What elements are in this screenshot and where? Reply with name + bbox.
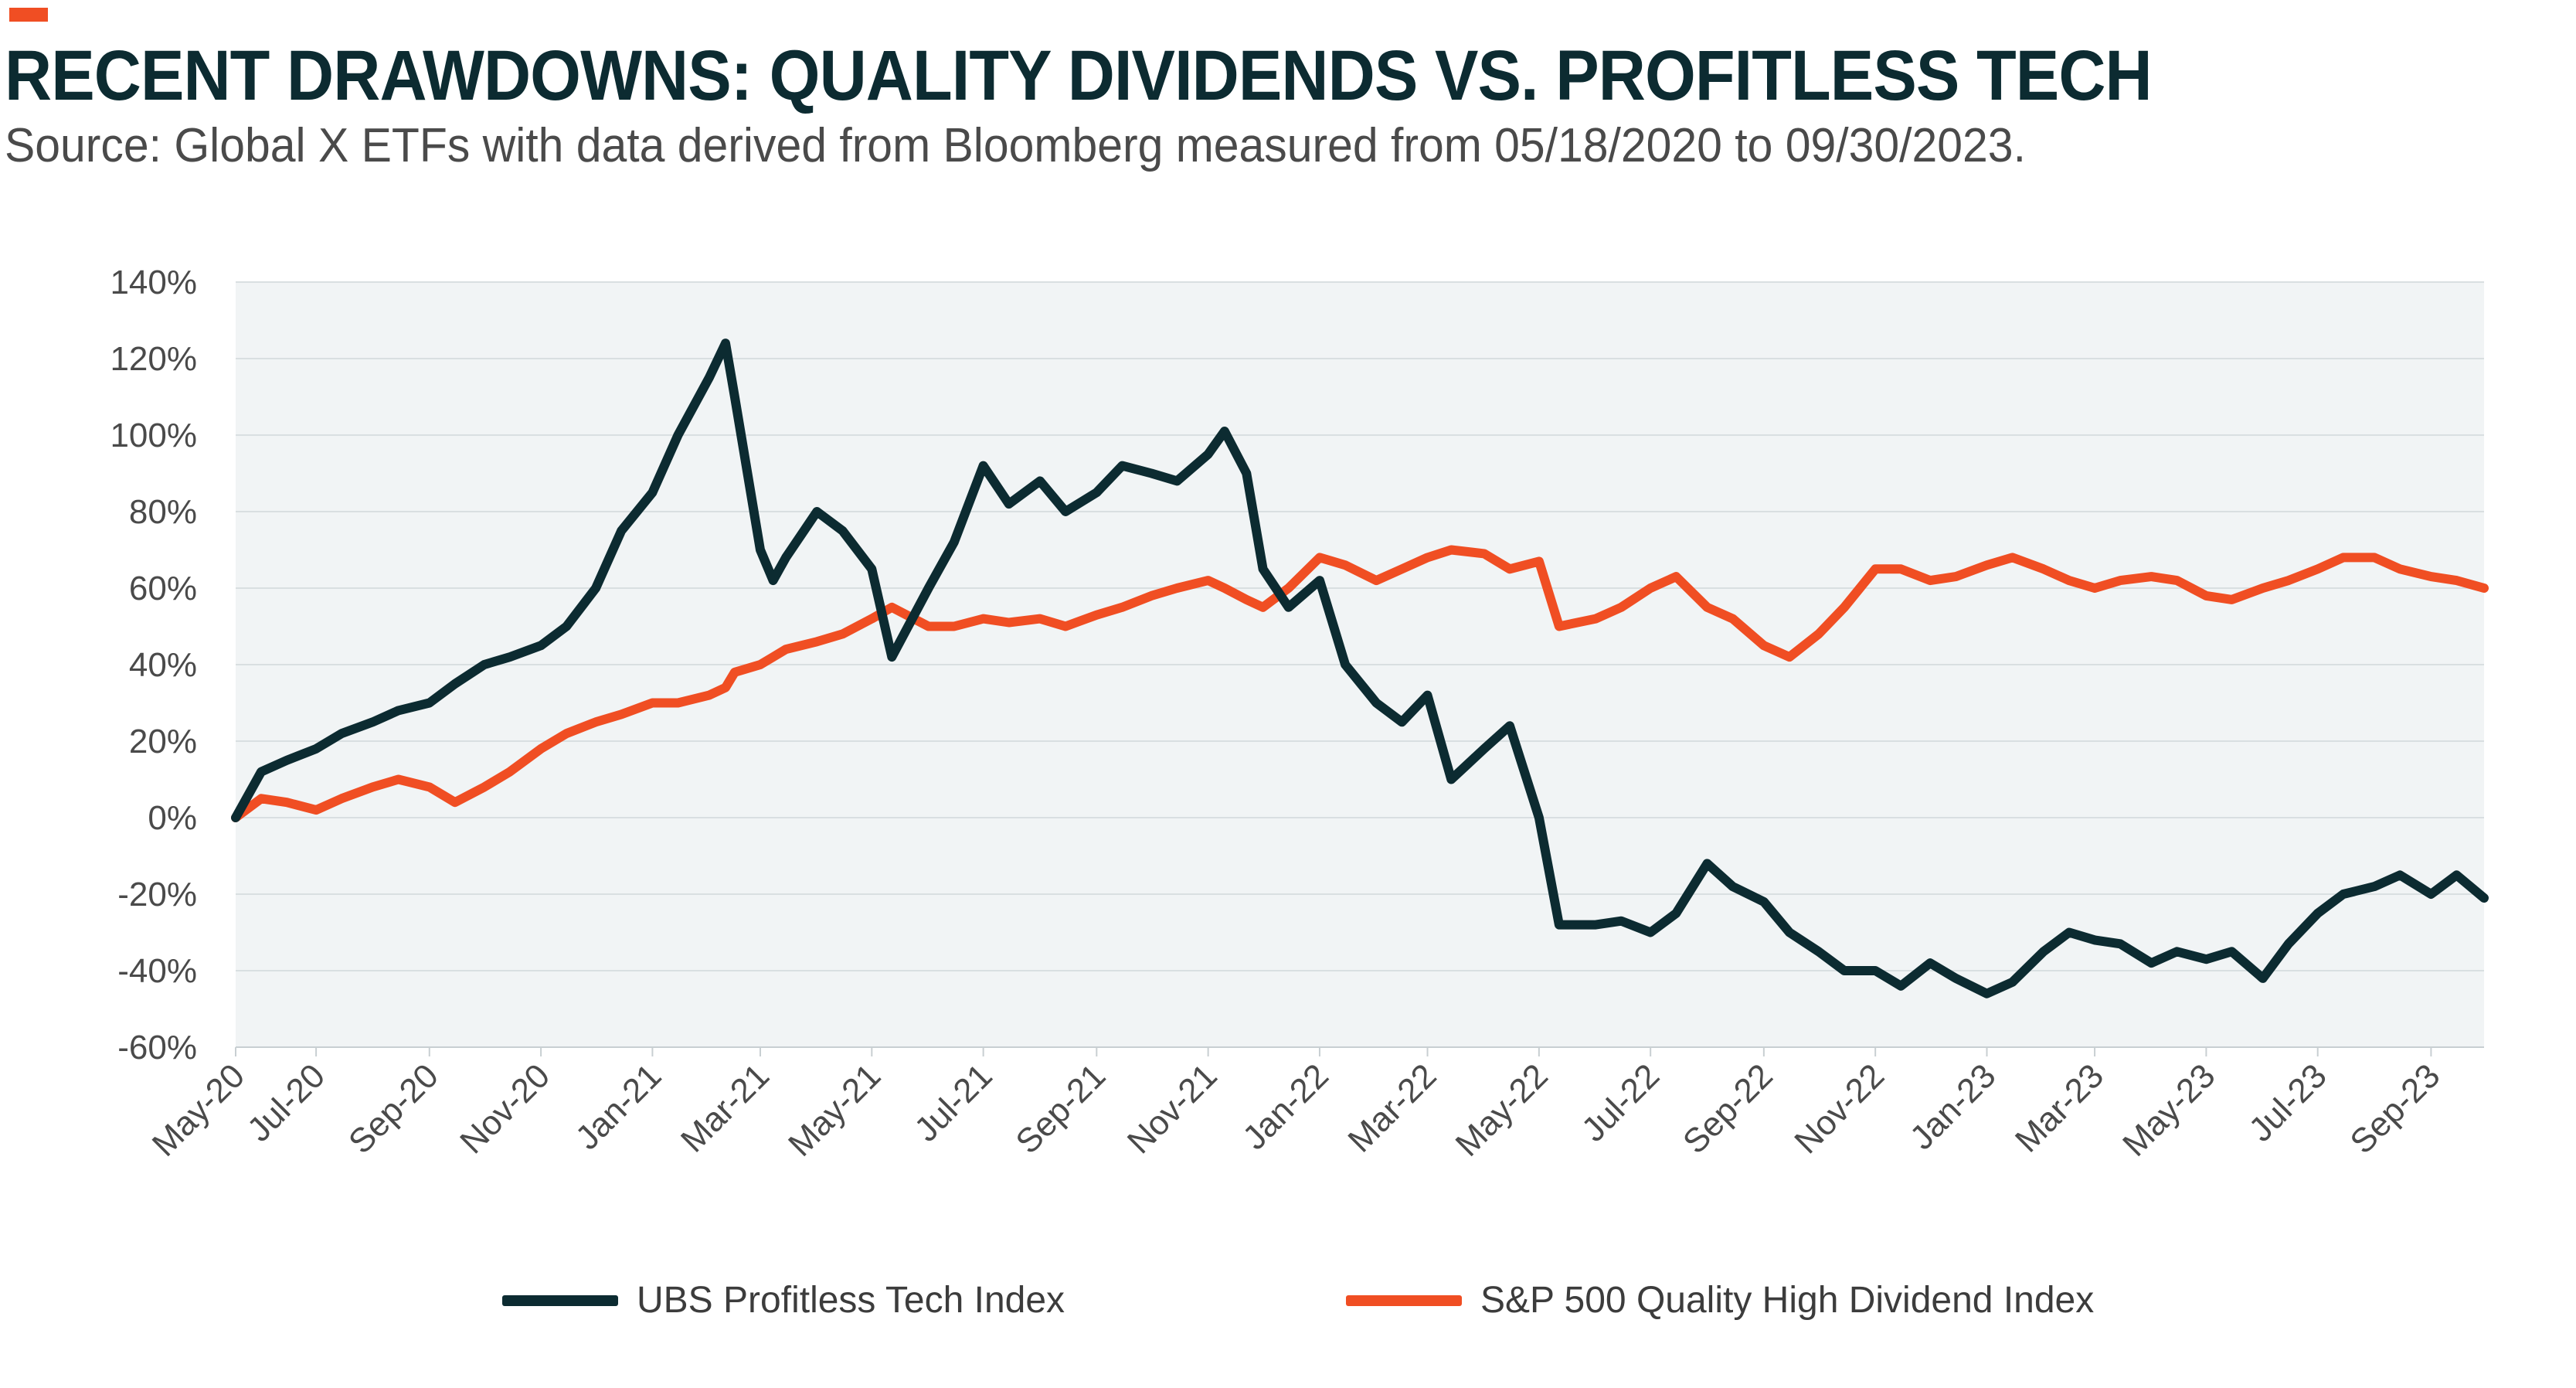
y-tick-label: 80%: [129, 493, 197, 531]
x-tick-label: Jul-21: [907, 1056, 999, 1148]
legend-item-dividend: S&P 500 Quality High Dividend Index: [1346, 1279, 2094, 1322]
x-tick-label: Jan-21: [569, 1056, 669, 1157]
legend-swatch-tech: [502, 1294, 618, 1306]
x-tick-label: Jan-22: [1235, 1056, 1336, 1157]
series-lines: [231, 338, 2489, 998]
x-tick-label: May-20: [145, 1056, 252, 1163]
x-tick-label: May-22: [1449, 1056, 1555, 1163]
y-axis: 140% 120% 100% 80% 60% 40% 20% 0% -20% -40% -60%: [110, 264, 197, 1067]
x-tick-label: May-23: [2116, 1056, 2222, 1163]
x-tick-label: Mar-22: [1341, 1056, 1443, 1159]
x-tick-label: Sep-21: [1008, 1056, 1113, 1161]
y-tick-label: 60%: [129, 570, 197, 607]
x-tick-label: Mar-21: [674, 1056, 777, 1159]
x-tick-label: Sep-22: [1676, 1056, 1780, 1161]
x-tick-label: Jul-23: [2241, 1056, 2333, 1148]
legend-swatch-dividend: [1346, 1294, 1462, 1306]
y-tick-label: 0%: [148, 799, 197, 837]
y-tick-label: 20%: [129, 723, 197, 760]
y-tick-label: -40%: [117, 952, 197, 990]
y-tick-label: 120%: [110, 340, 197, 378]
series-line-ubs-profitless-tech: [231, 338, 2489, 998]
x-tick-label: Sep-20: [342, 1056, 446, 1161]
accent-bar: [9, 8, 48, 22]
line-chart: 140% 120% 100% 80% 60% 40% 20% 0% -20% -40% -60% M…: [110, 264, 2489, 1164]
y-tick-label: 40%: [129, 646, 197, 684]
x-tick-label: Mar-23: [2008, 1056, 2111, 1159]
chart-subtitle: Source: Global X ETFs with data derived …: [5, 119, 2026, 172]
x-tick-label: May-21: [781, 1056, 888, 1163]
y-tick-label: -60%: [117, 1029, 197, 1067]
chart-title: RECENT DRAWDOWNS: QUALITY DIVIDENDS VS. …: [5, 36, 2153, 115]
y-tick-label: 100%: [110, 417, 197, 454]
legend-item-tech: UBS Profitless Tech Index: [502, 1279, 1065, 1322]
x-tick-label: Nov-22: [1787, 1056, 1891, 1161]
legend: UBS Profitless Tech Index S&P 500 Qualit…: [0, 1279, 2576, 1333]
gridlines: [236, 281, 2484, 1048]
x-tick-label: Jul-22: [1575, 1056, 1667, 1148]
x-tick-label: Jan-23: [1903, 1056, 2003, 1157]
y-tick-label: -20%: [117, 876, 197, 913]
series-line-sp500-quality-dividend: [231, 545, 2489, 822]
x-tick-label: Jul-20: [240, 1056, 332, 1148]
legend-label-dividend: S&P 500 Quality High Dividend Index: [1480, 1280, 2095, 1321]
x-tick-label: Nov-21: [1120, 1056, 1225, 1161]
y-tick-label: 140%: [110, 264, 197, 301]
x-tick-label: Sep-23: [2343, 1056, 2447, 1161]
x-tick-label: Nov-20: [453, 1056, 557, 1161]
legend-label-tech: UBS Profitless Tech Index: [637, 1280, 1065, 1321]
